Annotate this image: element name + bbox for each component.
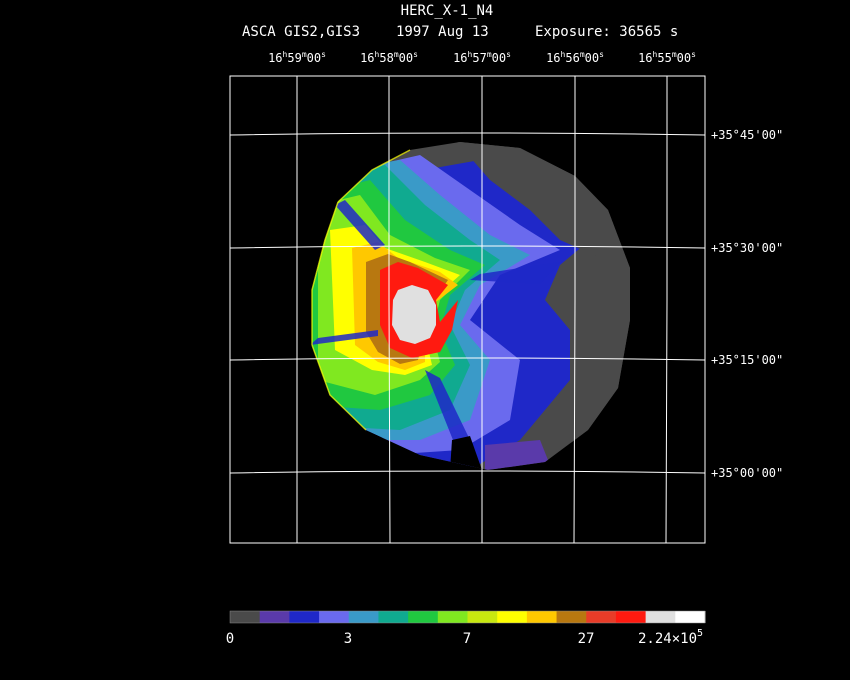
xray-image <box>312 142 630 470</box>
dec-tick-label: +35°15'00" <box>711 353 783 367</box>
dec-grid-line <box>229 470 706 474</box>
dec-tick-labels: +35°45'00" +35°30'00" +35°15'00" +35°00'00" <box>711 128 783 480</box>
dec-grid-line <box>229 357 706 361</box>
observation-date: 1997 Aug 13 <box>396 24 489 40</box>
ra-tick-labels: 16h59m00s 16h58m00s 16h57m00s 16h56m00s 16h5… <box>268 50 696 65</box>
dec-grid-line <box>229 245 706 249</box>
ra-tick-label: 16h57m00s <box>453 50 511 65</box>
colorbar-swatch <box>408 611 439 623</box>
ra-grid-line <box>388 76 391 544</box>
colorbar-swatch <box>289 611 320 623</box>
ra-tick-label: 16h56m00s <box>546 50 604 65</box>
chart-title: HERC_X-1_N4 <box>401 3 494 19</box>
dec-grid-line <box>229 132 706 136</box>
plot-frame <box>229 75 706 544</box>
colorbar-swatch <box>675 611 706 623</box>
colorbar-label-3: 3 <box>344 631 352 647</box>
colorbar-label-7: 7 <box>463 631 471 647</box>
dec-tick-label: +35°00'00" <box>711 466 783 480</box>
colorbar-label-0: 0 <box>226 631 234 647</box>
streak-lower-left <box>312 330 378 345</box>
bottom-notch <box>450 436 482 470</box>
colorbar-label-27: 27 <box>578 631 595 647</box>
colorbar-swatch <box>645 611 676 623</box>
colorbar-swatch <box>526 611 558 623</box>
fov-rim <box>311 149 411 431</box>
exposure-label: Exposure: 36565 s <box>535 24 678 40</box>
colorbar-swatch <box>230 611 261 623</box>
colorbar-swatch <box>259 611 290 623</box>
colorbar-max-exponent: 5 <box>697 628 703 639</box>
coordinate-grid <box>229 76 706 544</box>
ra-tick-label: 16h59m00s <box>268 50 326 65</box>
colorbar-frame <box>229 610 706 624</box>
ra-grid-line <box>665 76 668 544</box>
ra-grid-line <box>573 76 576 544</box>
dec-tick-label: +35°45'00" <box>711 128 783 142</box>
colorbar-swatch <box>348 611 379 623</box>
dec-tick-label: +35°30'00" <box>711 241 783 255</box>
instrument-label: ASCA GIS2,GIS3 <box>242 24 360 40</box>
bottom-purple <box>485 440 550 470</box>
ra-tick-label: 16h58m00s <box>360 50 418 65</box>
colorbar-swatch <box>319 611 350 623</box>
level-slate <box>455 142 630 470</box>
colorbar <box>230 611 706 623</box>
colorbar-swatch <box>497 611 528 623</box>
streak-right <box>470 262 560 284</box>
colorbar-swatch <box>556 611 587 623</box>
colorbar-swatch <box>437 611 468 623</box>
level-white-core <box>392 285 436 344</box>
colorbar-swatch <box>467 611 498 623</box>
ra-tick-label: 16h55m00s <box>638 50 696 65</box>
colorbar-label-max: 2.24×105 <box>638 628 703 647</box>
streak-bottom <box>425 370 470 445</box>
colorbar-swatch <box>615 611 647 623</box>
colorbar-max-mantissa: 2.24×10 <box>638 631 697 647</box>
colorbar-swatch <box>378 611 409 623</box>
colorbar-swatch <box>586 611 617 623</box>
streak-upper-left <box>335 200 385 250</box>
